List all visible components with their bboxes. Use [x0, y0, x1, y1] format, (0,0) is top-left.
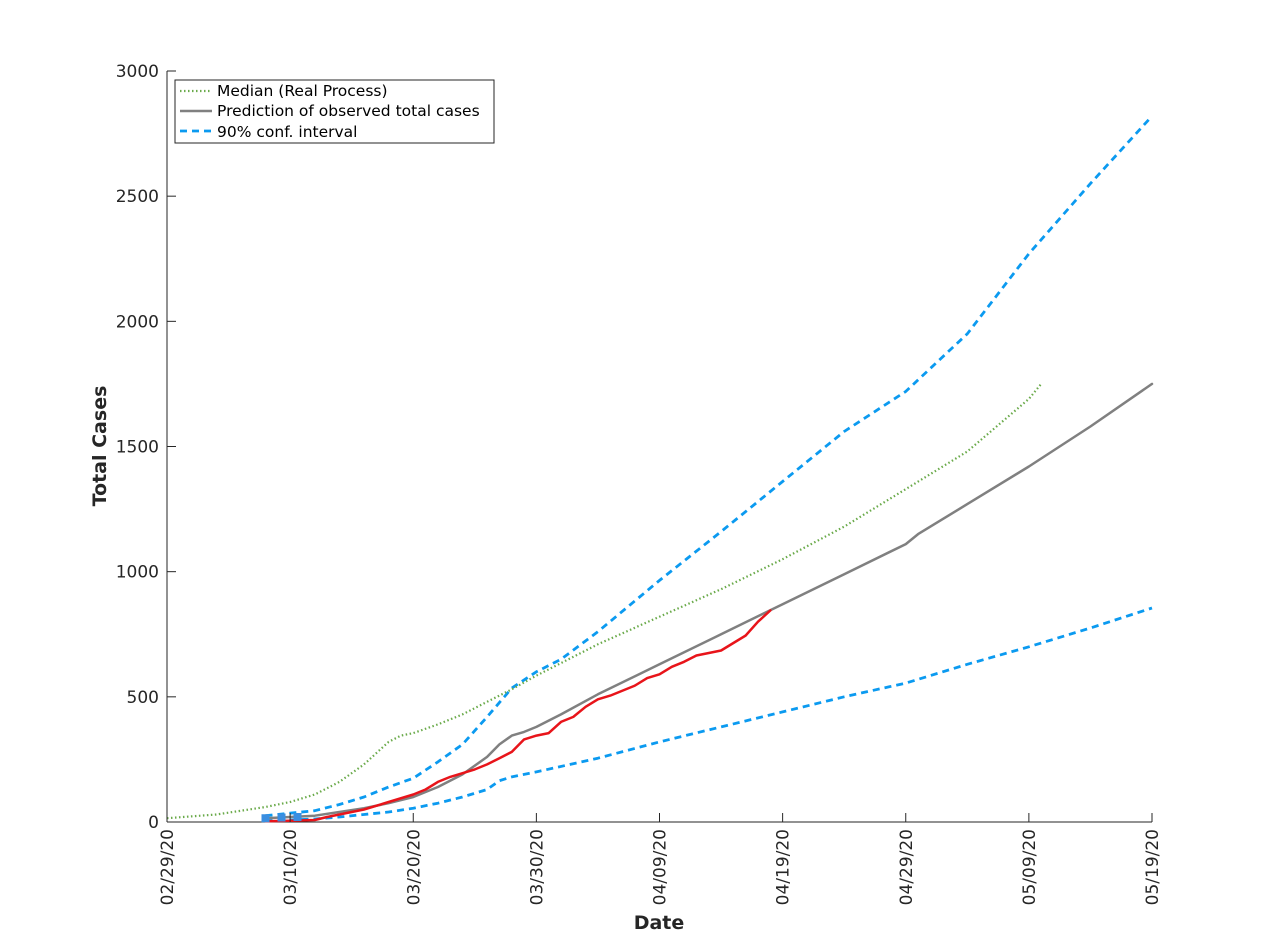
series-line-observed-total-cases: [264, 609, 772, 823]
legend-label-prediction: Prediction of observed total cases: [217, 102, 480, 120]
legend-label-median: Median (Real Process): [217, 82, 388, 100]
x-tick-label: 04/29/20: [897, 829, 917, 905]
x-tick-label: 03/20/20: [404, 829, 424, 905]
y-axis-title: Total Cases: [89, 386, 111, 507]
x-tick-label: 05/19/20: [1143, 829, 1163, 905]
legend-label-conf-interval: 90% conf. interval: [217, 123, 357, 141]
y-tick-label: 1000: [116, 563, 159, 583]
y-tick-label: 2500: [116, 187, 159, 207]
x-axis-title: Date: [634, 912, 685, 934]
y-tick-label: 2000: [116, 312, 159, 332]
x-tick-label: 02/29/20: [158, 829, 178, 905]
x-tick-label: 05/09/20: [1020, 829, 1040, 905]
x-tick-label: 04/19/20: [774, 829, 794, 905]
observed-point-marker: [293, 812, 302, 821]
series-line-90-conf-interval: [265, 115, 1154, 818]
legend: Median (Real Process) Prediction of obse…: [174, 79, 495, 144]
y-tick-label: 1500: [116, 438, 159, 458]
observed-point-marker: [261, 814, 270, 823]
ticks: 0 500 1000 1500 2000 2500 3000 02/29/20 03/10/20…: [116, 62, 1163, 905]
observed-point-marker: [277, 813, 286, 822]
x-tick-label: 03/30/20: [527, 829, 547, 905]
y-tick-label: 3000: [116, 62, 159, 82]
y-tick-label: 500: [127, 688, 159, 708]
series-line-90-conf-interval-lower: [265, 606, 1153, 823]
x-tick-label: 03/10/20: [281, 829, 301, 905]
legend-box: [174, 79, 495, 144]
x-tick-label: 04/09/20: [651, 829, 671, 905]
series-layer: [166, 115, 1154, 823]
y-tick-label: 0: [148, 813, 159, 833]
